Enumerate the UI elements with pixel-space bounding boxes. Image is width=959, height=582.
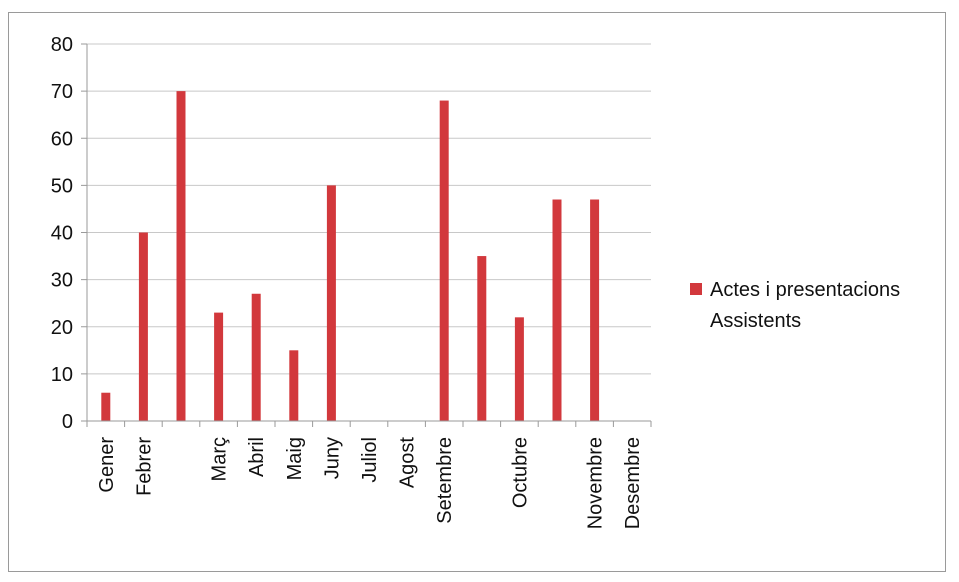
y-tick-label: 0 xyxy=(62,411,73,433)
bar xyxy=(514,317,524,421)
bar xyxy=(552,199,562,421)
x-tick-label: Desembre xyxy=(622,437,644,529)
y-tick-label: 60 xyxy=(51,128,73,150)
axes xyxy=(86,44,652,427)
bar-chart: 0 10 20 30 40 50 60 70 80 Gener Febrer Març Abril Ma… xyxy=(51,34,900,530)
bar xyxy=(289,350,299,421)
bar xyxy=(251,293,261,421)
y-tick-label: 50 xyxy=(51,175,73,197)
x-tick-label: Gener xyxy=(96,437,118,493)
x-tick-labels: Gener Febrer Març Abril Maig Juny Juliol Agost S… xyxy=(96,437,644,530)
y-tick-label: 80 xyxy=(51,34,73,56)
bar xyxy=(176,91,186,421)
bar xyxy=(214,312,224,421)
legend-swatch xyxy=(690,283,702,295)
x-tick-label: Maig xyxy=(284,437,306,480)
grid-lines xyxy=(81,43,651,422)
legend: Actes i presentacions Assistents xyxy=(690,279,900,332)
chart-frame: 0 10 20 30 40 50 60 70 80 Gener Febrer Març Abril Ma… xyxy=(8,12,946,572)
x-tick-label: Març xyxy=(209,437,231,481)
bar xyxy=(590,199,600,421)
y-tick-label: 30 xyxy=(51,270,73,292)
x-tick-label: Juliol xyxy=(359,437,381,483)
x-tick-label: Juny xyxy=(321,437,343,479)
bar xyxy=(101,392,111,421)
bar xyxy=(138,232,148,421)
x-tick-label: Agost xyxy=(397,437,419,489)
y-tick-label: 40 xyxy=(51,223,73,245)
x-tick-label: Octubre xyxy=(509,437,531,508)
y-tick-label: 70 xyxy=(51,81,73,103)
x-tick-label: Setembre xyxy=(434,437,456,524)
bar xyxy=(439,100,449,422)
y-tick-label: 20 xyxy=(51,317,73,339)
legend-label-line1: Actes i presentacions xyxy=(710,279,900,301)
y-tick-label: 10 xyxy=(51,364,73,386)
x-tick-label: Febrer xyxy=(133,437,155,496)
y-tick-labels: 0 10 20 30 40 50 60 70 80 xyxy=(51,34,73,433)
bars xyxy=(101,91,600,422)
x-tick-label: Novembre xyxy=(585,437,607,529)
bar xyxy=(326,185,336,421)
x-tick-label: Abril xyxy=(246,437,268,477)
legend-label-line2: Assistents xyxy=(710,310,801,332)
bar xyxy=(477,256,487,421)
